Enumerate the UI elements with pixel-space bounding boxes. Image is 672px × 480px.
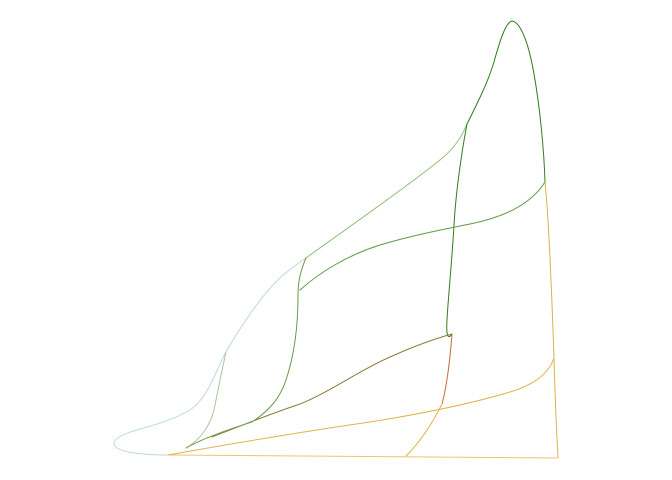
interior-meridian-upper [446,123,468,338]
right-boundary-curve [544,181,559,459]
outer-envelope-upper-curve [305,123,468,259]
middle-parallel-curve [211,333,453,438]
interior-meridian-lower [441,333,453,405]
bottom-boundary-line [167,454,559,459]
lower-parallel-curve [167,357,555,456]
peak-curve [466,20,546,183]
inner-left-meridian-curve [185,351,227,449]
left-meridian-curve [251,257,307,423]
upper-parallel-curve [299,181,546,291]
interior-meridian-bottom [405,403,443,457]
bottom-left-connector-curve [185,421,253,449]
outer-envelope-lower-curve [113,257,307,456]
